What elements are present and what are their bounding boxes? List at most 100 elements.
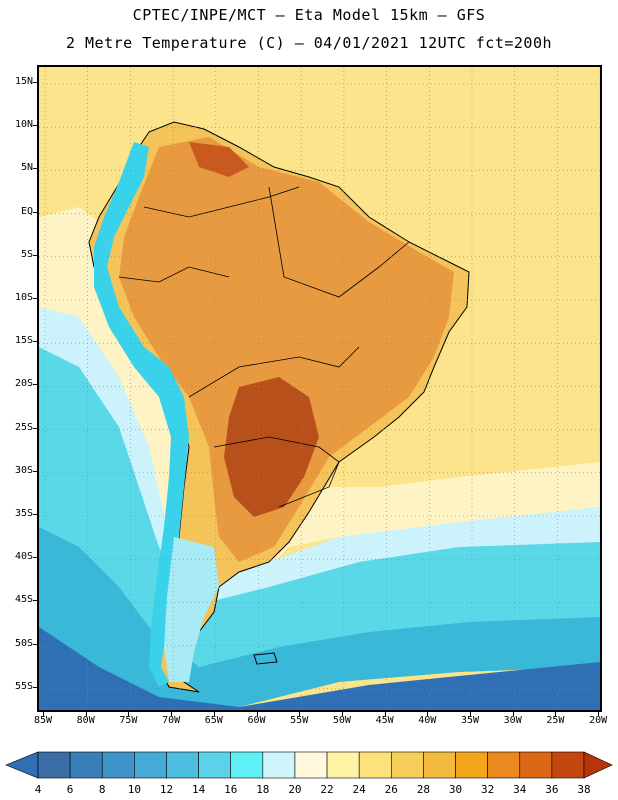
colorbar-segment: [551, 751, 585, 779]
lat-label: EQ: [20, 205, 33, 217]
lat-label: 15S: [14, 335, 33, 347]
ocean-coldest-band: [39, 627, 600, 710]
lon-label: 60W: [247, 715, 266, 726]
lat-tick: [33, 557, 37, 559]
lat-label: 35S: [14, 508, 33, 519]
lon-tick: [470, 712, 471, 716]
colorbar-label: 36: [545, 783, 559, 796]
lat-label: 20S: [14, 378, 33, 390]
colorbar-segment: [519, 751, 553, 779]
lon-label: 35W: [460, 715, 480, 726]
colorbar-label: 8: [98, 783, 106, 796]
lat-tick: [33, 211, 37, 213]
lon-tick: [43, 712, 44, 716]
patagonia-cool-zone: [164, 537, 219, 682]
lon-tick: [427, 712, 429, 716]
lat-label: 45S: [14, 594, 33, 606]
lat-label: 10N: [14, 119, 33, 131]
colorbar-label: 22: [320, 783, 334, 796]
lat-label: 5N: [20, 162, 33, 174]
colorbar-label: 18: [256, 783, 270, 796]
colorbar-segment: [358, 751, 392, 779]
temperature-map[interactable]: [37, 65, 602, 712]
colorbar-segment: [455, 751, 488, 779]
colorbar-label: 6: [66, 783, 74, 796]
lat-tick: [33, 254, 37, 256]
land-hot-north: [189, 142, 249, 177]
colorbar-segment: [230, 751, 264, 779]
colorbar-segment: [390, 751, 424, 779]
colorbar-low-arrow: [5, 751, 39, 779]
lon-tick: [128, 712, 130, 716]
colorbar-label: 32: [481, 783, 495, 796]
land-hot-core: [224, 377, 319, 517]
colorbar-label: 14: [191, 783, 206, 796]
lon-tick: [384, 712, 386, 716]
lat-tick: [33, 514, 37, 515]
colorbar-label: 38: [577, 783, 591, 796]
lon-tick: [85, 712, 87, 716]
colorbar-label: 12: [159, 783, 174, 796]
colorbar-segment: [423, 751, 456, 779]
lon-label: 70W: [162, 715, 181, 726]
lat-label: 50S: [14, 637, 33, 649]
lat-tick: [33, 298, 37, 299]
lon-label: 20W: [589, 715, 608, 726]
colorbar-label: 24: [352, 783, 366, 796]
lat-label: 15N: [14, 76, 33, 87]
lon-tick: [341, 712, 343, 716]
colorbar-label: 10: [127, 783, 141, 796]
lon-tick: [213, 712, 215, 716]
colorbar-label: 26: [384, 783, 398, 796]
land-warm-zone: [119, 137, 454, 562]
colorbar-segment: [134, 751, 167, 779]
lat-label: 30S: [14, 464, 33, 476]
lon-tick: [598, 712, 600, 716]
lat-tick: [33, 470, 37, 472]
colorbar-segment: [294, 751, 328, 779]
lon-label: 30W: [503, 715, 522, 726]
lon-label: 25W: [546, 715, 565, 726]
lon-tick: [512, 712, 514, 716]
lon-tick: [171, 712, 173, 716]
falkland-islands: [253, 652, 278, 665]
lon-label: 80W: [76, 715, 95, 726]
colorbar-segment: [69, 751, 103, 779]
colorbar-high-arrow: [583, 751, 613, 779]
colorbar-segment: [262, 751, 296, 779]
lat-tick: [33, 82, 37, 83]
lat-tick: [33, 125, 37, 127]
lat-tick: [33, 384, 37, 386]
colorbar-segment: [487, 751, 521, 779]
colorbar-segment: [326, 751, 360, 779]
colorbar-segment: [37, 751, 71, 779]
lat-tick: [33, 427, 37, 429]
colorbar: [5, 751, 613, 779]
colorbar-label: 34: [513, 783, 527, 796]
lon-label: 75W: [119, 715, 138, 726]
lat-tick: [33, 643, 37, 645]
lat-label: 10S: [14, 292, 33, 303]
lon-label: 45W: [375, 715, 394, 726]
lat-label: 5S: [20, 248, 33, 260]
lat-label: 55S: [14, 680, 33, 692]
lon-label: 50W: [332, 715, 351, 726]
lon-label: 40W: [418, 715, 437, 726]
colorbar-segment: [166, 751, 199, 779]
lon-tick: [555, 712, 557, 716]
andes-cool-strip: [94, 142, 189, 687]
lon-label: 85W: [33, 715, 53, 726]
lat-label: 25S: [14, 421, 33, 433]
lat-tick: [33, 686, 37, 688]
lat-tick: [33, 600, 37, 602]
colorbar-label: 28: [416, 783, 431, 796]
colorbar-label: 16: [224, 783, 238, 796]
colorbar-label: 20: [288, 783, 302, 796]
lon-label: 65W: [204, 715, 223, 726]
country-borders: [118, 186, 410, 508]
colorbar-label: 30: [448, 783, 463, 796]
map-subtitle: 2 Metre Temperature (C) – 04/01/2021 12U…: [65, 34, 553, 52]
lat-tick: [33, 168, 37, 170]
lon-tick: [256, 712, 258, 716]
lat-label: 40S: [14, 551, 33, 563]
